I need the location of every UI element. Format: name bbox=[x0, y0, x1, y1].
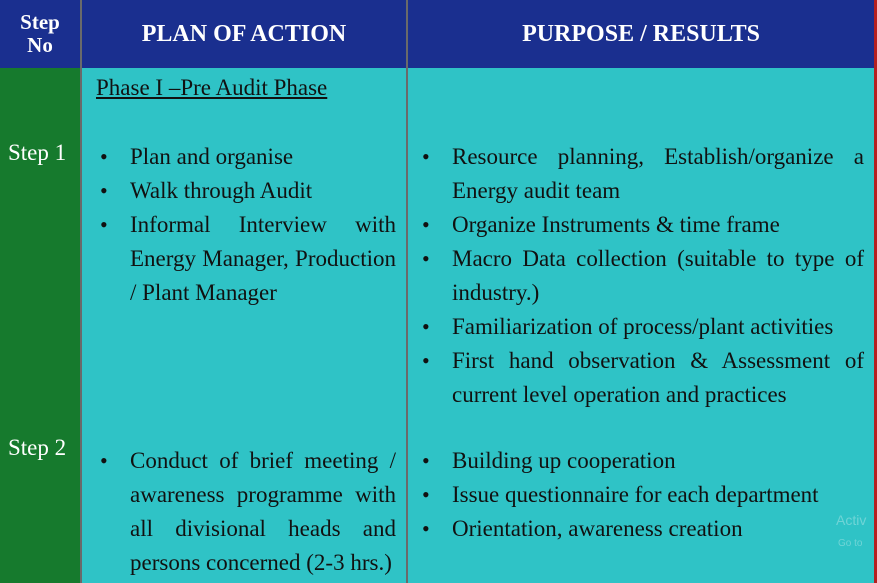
list-item: Resource planning, Establish/organize a … bbox=[418, 140, 864, 208]
step-1-purpose-list: Resource planning, Establish/organize a … bbox=[418, 140, 864, 412]
step-2-plan-list: Conduct of brief meeting / awareness pro… bbox=[96, 444, 396, 580]
list-item: First hand observation & Assessment of c… bbox=[418, 344, 864, 412]
step-1-label: Step 1 bbox=[8, 140, 67, 165]
phase-title: Phase I –Pre Audit Phase bbox=[96, 75, 328, 100]
list-item: Plan and organise bbox=[96, 140, 396, 174]
step-2-label: Step 2 bbox=[8, 435, 67, 460]
list-item: Organize Instruments & time frame bbox=[418, 208, 864, 242]
step-1-plan-list: Plan and organise Walk through Audit Inf… bbox=[96, 140, 396, 310]
column-divider bbox=[406, 0, 408, 583]
purpose-results-header: PURPOSE / RESULTS bbox=[408, 0, 874, 68]
list-item: Informal Interview with Energy Manager, … bbox=[96, 208, 396, 310]
activation-watermark: Activ bbox=[836, 512, 867, 528]
list-item: Orientation, awareness creation bbox=[418, 512, 864, 546]
step-column bbox=[0, 68, 80, 583]
step-2-purpose-list: Building up cooperation Issue questionna… bbox=[418, 444, 864, 546]
list-item: Macro Data collection (suitable to type … bbox=[418, 242, 864, 310]
plan-of-action-header: PLAN OF ACTION bbox=[82, 0, 406, 68]
activation-watermark-sub: Go to bbox=[838, 538, 863, 549]
step-no-header: Step No bbox=[0, 0, 80, 68]
list-item: Walk through Audit bbox=[96, 174, 396, 208]
list-item: Familiarization of process/plant activit… bbox=[418, 310, 864, 344]
column-divider bbox=[80, 0, 82, 583]
right-border bbox=[874, 0, 877, 583]
list-item: Issue questionnaire for each department bbox=[418, 478, 864, 512]
list-item: Building up cooperation bbox=[418, 444, 864, 478]
list-item: Conduct of brief meeting / awareness pro… bbox=[96, 444, 396, 580]
